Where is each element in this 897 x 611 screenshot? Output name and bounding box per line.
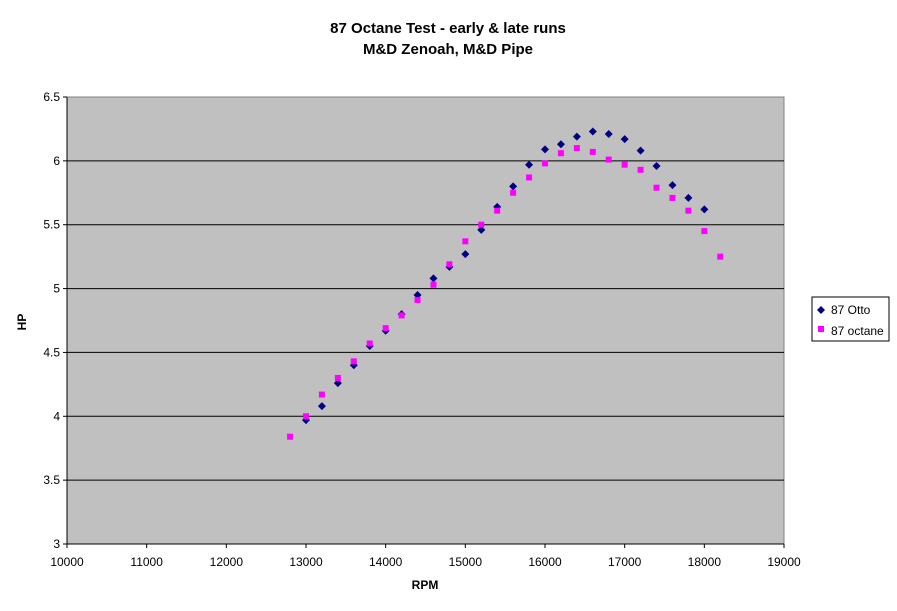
x-tick-label: 16000 (528, 555, 562, 569)
data-point-87-octane (382, 325, 389, 332)
data-point-87-octane (653, 184, 660, 191)
data-point-87-octane (621, 161, 628, 168)
data-point-87-otto (652, 161, 661, 170)
data-point-87-octane (462, 238, 469, 245)
y-tick-label: 5 (53, 282, 60, 296)
x-tick-label: 10000 (50, 555, 84, 569)
data-point-87-octane (605, 156, 612, 163)
y-tick-label: 5.5 (43, 218, 60, 232)
data-point-87-otto (572, 132, 581, 141)
legend: 87 Otto 87 octane (811, 296, 890, 342)
y-axis-ticks: 3 3.5 4 4.5 5 5.5 6 6.5 (43, 90, 67, 551)
data-point-87-otto (668, 181, 677, 190)
data-point-87-octane (717, 253, 724, 260)
data-point-87-otto (620, 135, 629, 144)
data-point-87-otto (525, 160, 534, 169)
data-point-87-otto (333, 379, 342, 388)
data-point-87-octane (669, 194, 676, 201)
x-axis-label: RPM (412, 578, 439, 592)
y-axis-label: HP (15, 314, 29, 331)
y-tick-label: 4.5 (43, 345, 60, 359)
data-point-87-otto (636, 146, 645, 155)
legend-label-87-octane: 87 octane (831, 324, 884, 338)
data-point-87-otto (477, 225, 486, 234)
data-point-87-octane (637, 166, 644, 173)
data-point-87-octane (510, 189, 517, 196)
y-tick-label: 4 (53, 409, 60, 423)
gridlines (67, 160, 784, 481)
data-point-87-otto (429, 274, 438, 283)
data-point-87-otto (684, 193, 693, 202)
legend-square-marker (818, 326, 824, 332)
data-point-87-otto (461, 250, 470, 259)
data-point-87-octane (573, 145, 580, 152)
y-tick-label: 6.5 (43, 90, 60, 104)
chart-subtitle: M&D Zenoah, M&D Pipe (363, 41, 533, 58)
x-tick-label: 15000 (449, 555, 483, 569)
y-tick-label: 3.5 (43, 473, 60, 487)
data-point-87-octane (478, 221, 485, 228)
data-point-87-octane (334, 374, 341, 381)
x-tick-label: 13000 (289, 555, 323, 569)
x-tick-label: 12000 (210, 555, 244, 569)
data-point-87-octane (701, 228, 708, 235)
x-axis-ticks: 10000 11000 12000 13000 14000 15000 16000 17000… (50, 544, 801, 569)
data-point-87-octane (557, 150, 564, 157)
x-tick-label: 17000 (608, 555, 642, 569)
plot-area (66, 96, 785, 545)
data-point-87-octane (589, 148, 596, 155)
data-point-87-octane (366, 340, 373, 347)
data-point-87-octane (287, 433, 294, 440)
data-point-87-otto (413, 290, 422, 299)
data-point-87-otto (604, 130, 613, 139)
series-87-octane (287, 145, 724, 440)
y-tick-label: 6 (53, 154, 60, 168)
data-point-87-octane (318, 391, 325, 398)
legend-label-87-otto: 87 Otto (831, 303, 871, 317)
series-87-otto (302, 127, 709, 425)
data-point-87-octane (414, 297, 421, 304)
data-point-87-otto (556, 140, 565, 149)
x-tick-label: 11000 (130, 555, 163, 569)
axes (66, 97, 784, 545)
y-tick-label: 3 (53, 537, 60, 551)
data-point-87-octane (430, 281, 437, 288)
data-point-87-otto (700, 205, 709, 214)
data-point-87-octane (350, 358, 357, 365)
data-point-87-octane (303, 413, 309, 420)
legend-box (811, 296, 890, 342)
x-tick-label: 18000 (688, 555, 722, 569)
data-point-87-otto (588, 127, 597, 136)
legend-diamond-marker (817, 306, 825, 314)
data-point-87-octane (398, 312, 405, 319)
data-point-87-otto (541, 145, 549, 154)
chart-title: 87 Octane Test - early & late runs (330, 20, 566, 37)
data-point-87-octane (446, 261, 453, 268)
data-point-87-octane (685, 207, 692, 214)
data-point-87-octane (494, 207, 501, 214)
data-point-87-otto (509, 182, 518, 191)
data-point-87-otto (317, 402, 326, 411)
data-point-87-octane (526, 174, 533, 181)
x-tick-label: 19000 (767, 555, 801, 569)
x-tick-label: 14000 (369, 555, 403, 569)
data-point-87-octane (542, 160, 548, 167)
